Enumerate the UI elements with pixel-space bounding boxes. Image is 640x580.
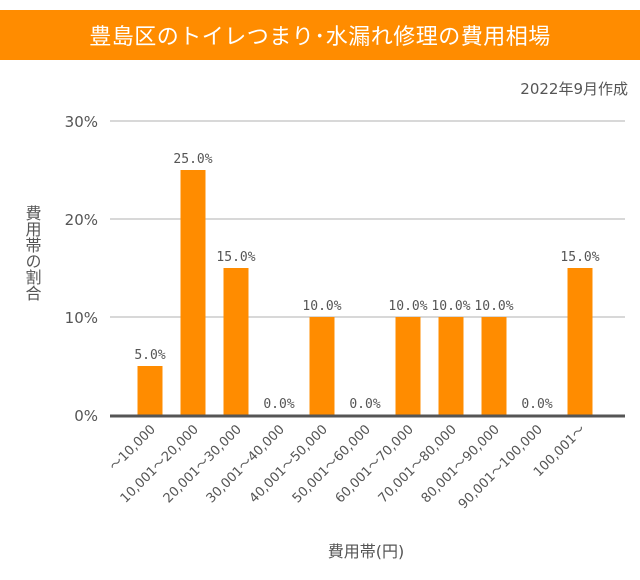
bar <box>223 268 249 415</box>
data-label: 10.0% <box>474 299 513 314</box>
data-label: 0.0% <box>521 397 552 412</box>
data-label: 10.0% <box>388 299 427 314</box>
x-tick-label: 50,001～60,000 <box>290 422 374 506</box>
created-date: 2022年9月作成 <box>520 80 628 98</box>
bar <box>438 317 464 415</box>
bar <box>309 317 335 415</box>
data-label: 5.0% <box>134 348 165 363</box>
x-axis-title: 費用帯(円) <box>328 542 405 561</box>
data-label: 10.0% <box>431 299 470 314</box>
x-tick-label: 70,001～80,000 <box>376 422 460 506</box>
bar <box>567 268 593 415</box>
data-label: 15.0% <box>216 250 255 265</box>
data-label: 0.0% <box>263 397 294 412</box>
data-label: 15.0% <box>560 250 599 265</box>
y-axis-title: 費用帯の割合 <box>23 205 42 301</box>
bar <box>137 366 163 415</box>
x-tick-label: 20,001～30,000 <box>161 422 245 506</box>
bar <box>481 317 507 415</box>
y-tick-label: 20% <box>65 211 98 229</box>
bar <box>180 170 206 415</box>
y-tick-label: 0% <box>74 407 98 425</box>
bar <box>395 317 421 415</box>
chart-title: 豊島区のトイレつまり･水漏れ修理の費用相場 <box>0 10 640 60</box>
x-tick-label: 10,001～20,000 <box>118 422 202 506</box>
data-label: 0.0% <box>349 397 380 412</box>
x-tick-label: 60,001～70,000 <box>333 422 417 506</box>
x-tick-label: 80,001～90,000 <box>419 422 503 506</box>
x-tick-label: 40,001～50,000 <box>247 422 331 506</box>
y-tick-label: 10% <box>65 309 98 327</box>
data-label: 10.0% <box>302 299 341 314</box>
x-tick-label: 30,001～40,000 <box>204 422 288 506</box>
y-tick-label: 30% <box>65 113 98 131</box>
data-label: 25.0% <box>173 152 212 167</box>
